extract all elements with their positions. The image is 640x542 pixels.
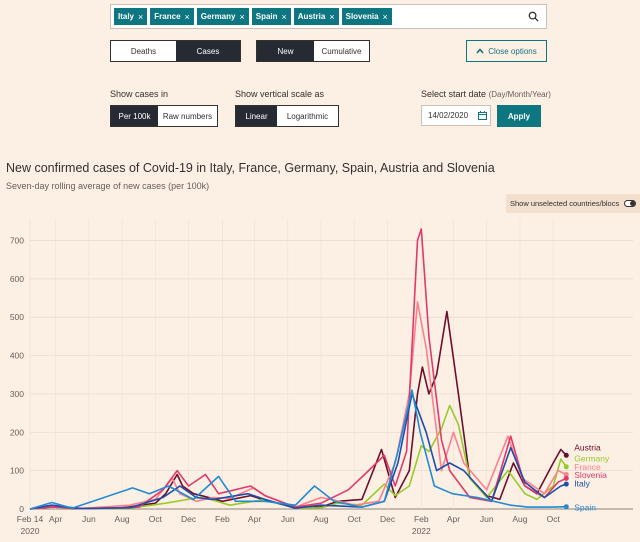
x-tick-label: Dec — [181, 514, 197, 524]
series-line-italy — [29, 393, 567, 510]
series-line-spain — [29, 389, 567, 510]
x-tick-label: Apr — [447, 514, 460, 524]
x-tick-label: Feb — [215, 514, 230, 524]
y-tick-label: 500 — [10, 312, 24, 322]
x-tick-label: Apr — [248, 514, 261, 524]
y-tick-label: 0 — [19, 504, 24, 514]
country-chip-italy[interactable]: Italy × — [114, 8, 148, 25]
series-end-point-spain — [563, 504, 569, 510]
x-tick-label: Aug — [512, 514, 527, 524]
per-100k-button[interactable]: Per 100k — [111, 106, 158, 126]
raw-numbers-button[interactable]: Raw numbers — [158, 106, 217, 126]
deaths-button[interactable]: Deaths — [111, 41, 176, 61]
series-line-germany — [29, 404, 567, 510]
series-end-point-italy — [563, 481, 569, 487]
series-line-france — [29, 301, 567, 510]
new-button[interactable]: New — [257, 41, 314, 61]
country-chip-label: Spain — [255, 12, 278, 21]
series-line-austria — [29, 310, 567, 510]
apply-button[interactable]: Apply — [497, 105, 541, 127]
mode-toggle: New Cumulative — [256, 40, 370, 62]
cases-in-toggle: Per 100k Raw numbers — [110, 105, 218, 127]
series-end-point-austria — [563, 452, 569, 458]
x-tick-label: Aug — [115, 514, 130, 524]
country-chip-label: Germany — [200, 12, 236, 21]
close-icon[interactable]: × — [138, 11, 144, 22]
cases-button[interactable]: Cases — [176, 41, 240, 61]
series-label-germany: Germany — [574, 453, 610, 463]
start-date-label-text: Select start date — [421, 89, 487, 99]
cases-in-label: Show cases in — [110, 89, 169, 99]
y-tick-label: 200 — [10, 427, 24, 437]
country-chip-france[interactable]: France × — [150, 8, 194, 25]
close-icon[interactable]: × — [382, 11, 388, 22]
country-chip-germany[interactable]: Germany × — [196, 8, 249, 25]
start-date-input[interactable]: 14/02/2020 — [421, 105, 491, 126]
country-chip-spain[interactable]: Spain × — [251, 8, 291, 25]
y-tick-label: 400 — [10, 351, 24, 361]
x-tick-label: Feb 14 — [17, 514, 44, 524]
x-year-label: 2022 — [412, 526, 431, 536]
scale-toggle: Linear Logarithmic — [235, 105, 339, 127]
series-label-slovenia: Slovenia — [574, 470, 607, 480]
chevron-up-icon — [476, 48, 484, 54]
toggle-switch-icon[interactable] — [624, 200, 637, 207]
start-date-hint: (Day/Month/Year) — [488, 90, 551, 99]
country-filter-input[interactable]: Italy × France × Germany × Spain × Austria × Slove… — [110, 4, 547, 29]
country-chip-label: Italy — [118, 12, 135, 21]
x-tick-label: Feb — [414, 514, 429, 524]
x-year-label: 2020 — [21, 526, 40, 536]
close-icon[interactable]: × — [184, 11, 190, 22]
close-options-label: Close options — [488, 46, 537, 56]
x-tick-label: Jun — [281, 514, 295, 524]
x-tick-label: Jun — [82, 514, 96, 524]
show-unselected-toggle[interactable]: Show unselected countries/blocs — [506, 194, 640, 213]
x-tick-label: Oct — [149, 514, 163, 524]
x-tick-label: Apr — [49, 514, 62, 524]
y-tick-label: 700 — [10, 236, 24, 246]
scale-label: Show vertical scale as — [235, 89, 325, 99]
show-unselected-label: Show unselected countries/blocs — [510, 199, 620, 208]
country-chip-label: Austria — [297, 12, 326, 21]
series-label-austria: Austria — [574, 443, 601, 453]
close-options-button[interactable]: Close options — [466, 40, 547, 62]
close-icon[interactable]: × — [281, 11, 287, 22]
series-end-point-slovenia — [563, 475, 569, 481]
chart-title: New confirmed cases of Covid-19 in Italy… — [6, 161, 495, 175]
country-chip-austria[interactable]: Austria × — [293, 8, 339, 25]
start-date-label: Select start date (Day/Month/Year) — [421, 89, 551, 99]
x-tick-label: Dec — [380, 514, 396, 524]
linear-button[interactable]: Linear — [236, 106, 277, 126]
line-chart: 0 100 200 300 400 500 600 700 Feb 14 Apr Jun Aug Oct… — [10, 219, 633, 536]
close-icon[interactable]: × — [239, 11, 245, 22]
x-tick-label: Jun — [480, 514, 494, 524]
x-tick-label: Aug — [313, 514, 328, 524]
country-chip-label: France — [154, 12, 181, 21]
series-end-point-france — [563, 471, 569, 477]
x-tick-label: Oct — [547, 514, 561, 524]
y-tick-label: 100 — [10, 466, 24, 476]
cumulative-button[interactable]: Cumulative — [314, 41, 369, 61]
chart-subtitle: Seven-day rolling average of new cases (… — [6, 181, 210, 191]
metric-toggle: Deaths Cases — [110, 40, 241, 62]
x-tick-label: Oct — [348, 514, 362, 524]
series-label-france: France — [574, 462, 601, 472]
country-chip-label: Slovenia — [345, 12, 379, 21]
close-icon[interactable]: × — [329, 11, 335, 22]
y-tick-label: 600 — [10, 274, 24, 284]
series-label-italy: Italy — [574, 479, 590, 489]
series-label-spain: Spain — [574, 502, 596, 512]
series-end-point-germany — [563, 464, 569, 470]
country-chip-slovenia[interactable]: Slovenia × — [341, 8, 392, 25]
logarithmic-button[interactable]: Logarithmic — [277, 106, 338, 126]
calendar-icon[interactable] — [478, 111, 488, 120]
y-tick-label: 300 — [10, 389, 24, 399]
series-line-slovenia — [29, 228, 567, 510]
search-icon[interactable] — [528, 11, 539, 22]
start-date-value: 14/02/2020 — [428, 111, 469, 120]
